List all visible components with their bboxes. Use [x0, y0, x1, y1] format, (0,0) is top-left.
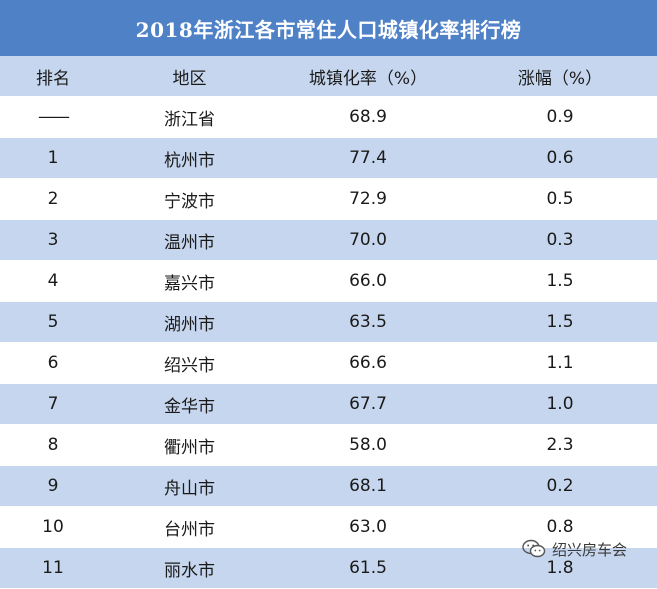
table-row: 4 嘉兴市 66.0 1.5 — [0, 260, 657, 302]
table-row: 5 湖州市 63.5 1.5 — [0, 301, 657, 343]
cell-region: 台州市 — [106, 506, 273, 548]
table-row: —— 浙江省 68.9 0.9 — [0, 96, 657, 138]
cell-rank: 5 — [0, 301, 106, 343]
cell-growth: 1.0 — [463, 383, 657, 425]
cell-rate: 61.5 — [273, 547, 463, 589]
table-row: 3 温州市 70.0 0.3 — [0, 219, 657, 261]
cell-rate: 66.0 — [273, 260, 463, 302]
cell-growth: 1.5 — [463, 301, 657, 343]
cell-rank: 4 — [0, 260, 106, 302]
cell-region: 宁波市 — [106, 178, 273, 220]
cell-rank: 3 — [0, 219, 106, 261]
header-row: 排名 地区 城镇化率（%） 涨幅（%） — [0, 56, 657, 97]
cell-rate: 63.5 — [273, 301, 463, 343]
cell-rank: 2 — [0, 178, 106, 220]
cell-rank: 8 — [0, 424, 106, 466]
cell-rate: 66.6 — [273, 342, 463, 384]
cell-region: 温州市 — [106, 219, 273, 261]
cell-rate: 68.1 — [273, 465, 463, 507]
table-row: 8 衢州市 58.0 2.3 — [0, 424, 657, 466]
cell-region: 舟山市 — [106, 465, 273, 507]
cell-rate: 58.0 — [273, 424, 463, 466]
table-row: 2 宁波市 72.9 0.5 — [0, 178, 657, 220]
watermark-text: 绍兴房车会 — [552, 540, 628, 559]
cell-region: 衢州市 — [106, 424, 273, 466]
cell-rate: 63.0 — [273, 506, 463, 548]
cell-rate: 68.9 — [273, 96, 463, 138]
cell-rank: 1 — [0, 137, 106, 179]
cell-growth: 2.3 — [463, 424, 657, 466]
watermark: 绍兴房车会 — [522, 534, 627, 564]
cell-rank: 11 — [0, 547, 106, 589]
table-row: 1 杭州市 77.4 0.6 — [0, 137, 657, 179]
cell-rank: 9 — [0, 465, 106, 507]
cell-region: 丽水市 — [106, 547, 273, 589]
cell-region: 绍兴市 — [106, 342, 273, 384]
cell-growth: 0.5 — [463, 178, 657, 220]
cell-growth: 0.8 — [463, 506, 657, 548]
cell-region: 金华市 — [106, 383, 273, 425]
cell-rate: 72.9 — [273, 178, 463, 220]
cell-rank: 6 — [0, 342, 106, 384]
cell-region: 湖州市 — [106, 301, 273, 343]
table-title: 2018年浙江各市常住人口城镇化率排行榜 — [0, 0, 657, 56]
cell-region: 杭州市 — [106, 137, 273, 179]
cell-rank: 7 — [0, 383, 106, 425]
cell-region: 嘉兴市 — [106, 260, 273, 302]
table-row: 9 舟山市 68.1 0.2 — [0, 465, 657, 507]
table-row: 6 绍兴市 66.6 1.1 — [0, 342, 657, 384]
cell-growth: 0.6 — [463, 137, 657, 179]
cell-rank: 10 — [0, 506, 106, 548]
wechat-icon — [522, 539, 546, 558]
cell-rate: 70.0 — [273, 219, 463, 261]
header-region: 地区 — [106, 56, 273, 97]
cell-growth: 1.5 — [463, 260, 657, 302]
table-row: 10 台州市 63.0 0.8 — [0, 506, 657, 548]
cell-rank: —— — [0, 96, 106, 138]
header-rank: 排名 — [0, 56, 106, 97]
cell-region: 浙江省 — [106, 96, 273, 138]
cell-rate: 77.4 — [273, 137, 463, 179]
header-rate: 城镇化率（%） — [273, 56, 463, 97]
cell-growth: 0.3 — [463, 219, 657, 261]
cell-growth: 0.2 — [463, 465, 657, 507]
cell-growth: 1.1 — [463, 342, 657, 384]
urbanization-table: 排名 地区 城镇化率（%） 涨幅（%） —— 浙江省 68.9 0.9 1 杭州… — [0, 56, 657, 589]
cell-rate: 67.7 — [273, 383, 463, 425]
table-row: 7 金华市 67.7 1.0 — [0, 383, 657, 425]
header-growth: 涨幅（%） — [463, 56, 657, 97]
cell-growth: 0.9 — [463, 96, 657, 138]
